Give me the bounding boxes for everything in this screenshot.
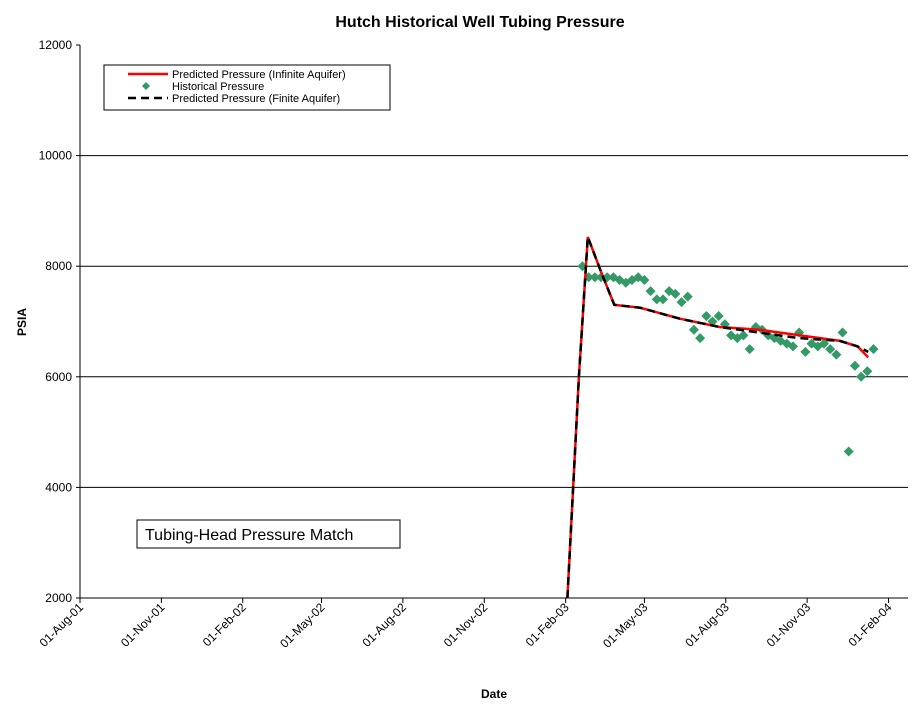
y-tick-label: 4000: [45, 480, 72, 494]
x-axis-title: Date: [481, 687, 507, 701]
data-point: [856, 371, 867, 382]
data-point: [688, 324, 699, 335]
x-tick-label: 01-Feb-03: [523, 600, 572, 649]
data-point: [738, 330, 749, 341]
legend-label: Predicted Pressure (Infinite Aquifer): [172, 69, 346, 81]
data-point: [676, 297, 687, 308]
data-point: [657, 294, 668, 305]
grid: 2000 4000 6000 8000 10000 12000 01-Aug-01 01-No…: [37, 38, 908, 651]
data-point: [825, 344, 836, 355]
x-tick-label: 01-Nov-03: [764, 600, 814, 650]
y-tick-label: 12000: [39, 38, 73, 52]
legend-label: Predicted Pressure (Finite Aquifer): [172, 93, 340, 105]
data-point: [695, 333, 706, 344]
x-tick-label: 01-May-02: [277, 600, 328, 651]
x-tick-label: 01-Nov-02: [441, 600, 491, 650]
data-point: [788, 341, 798, 352]
plot: [566, 236, 879, 599]
data-point: [682, 291, 693, 302]
legend-label: Historical Pressure: [172, 81, 264, 93]
data-point: [645, 286, 656, 297]
chart-title: Hutch Historical Well Tubing Pressure: [335, 14, 624, 31]
legend-box: [103, 64, 391, 111]
y-tick-label: 8000: [45, 259, 72, 273]
annotation: Tubing-Head Pressure Match: [145, 527, 353, 544]
x-tick-label: 01-Aug-03: [682, 600, 732, 650]
y-tick-label: 6000: [45, 370, 72, 384]
x-tick-label: 01-Feb-04: [846, 600, 895, 649]
data-point: [837, 327, 848, 338]
data-point: [862, 366, 873, 377]
data-point: [831, 349, 842, 360]
data-point: [701, 310, 712, 321]
data-point: [800, 346, 811, 357]
y-axis-title: PSIA: [15, 308, 29, 336]
legend-marker: [142, 82, 150, 90]
y-tick-label: 10000: [39, 149, 73, 163]
annotation-box: [136, 519, 401, 549]
y-tick-label: 2000: [45, 591, 72, 605]
x-tick-label: 01-Feb-02: [200, 600, 249, 649]
data-point: [849, 360, 860, 371]
x-tick-label: 01-Aug-02: [359, 600, 409, 650]
data-point: [868, 344, 879, 355]
data-point: [651, 294, 662, 305]
data-point: [713, 310, 724, 321]
data-point: [589, 272, 600, 283]
data-point: [843, 446, 854, 457]
x-tick-label: 01-Nov-01: [118, 600, 168, 650]
legend: Predicted Pressure (Infinite Aquifer)His…: [103, 64, 391, 111]
data-line: [566, 236, 870, 599]
data-line: [566, 236, 869, 599]
x-tick-label: 01-May-03: [600, 600, 651, 651]
data-point: [639, 275, 650, 286]
x-tick-label: 01-Aug-01: [37, 600, 87, 650]
data-point: [744, 344, 755, 355]
data-point: [670, 288, 681, 299]
